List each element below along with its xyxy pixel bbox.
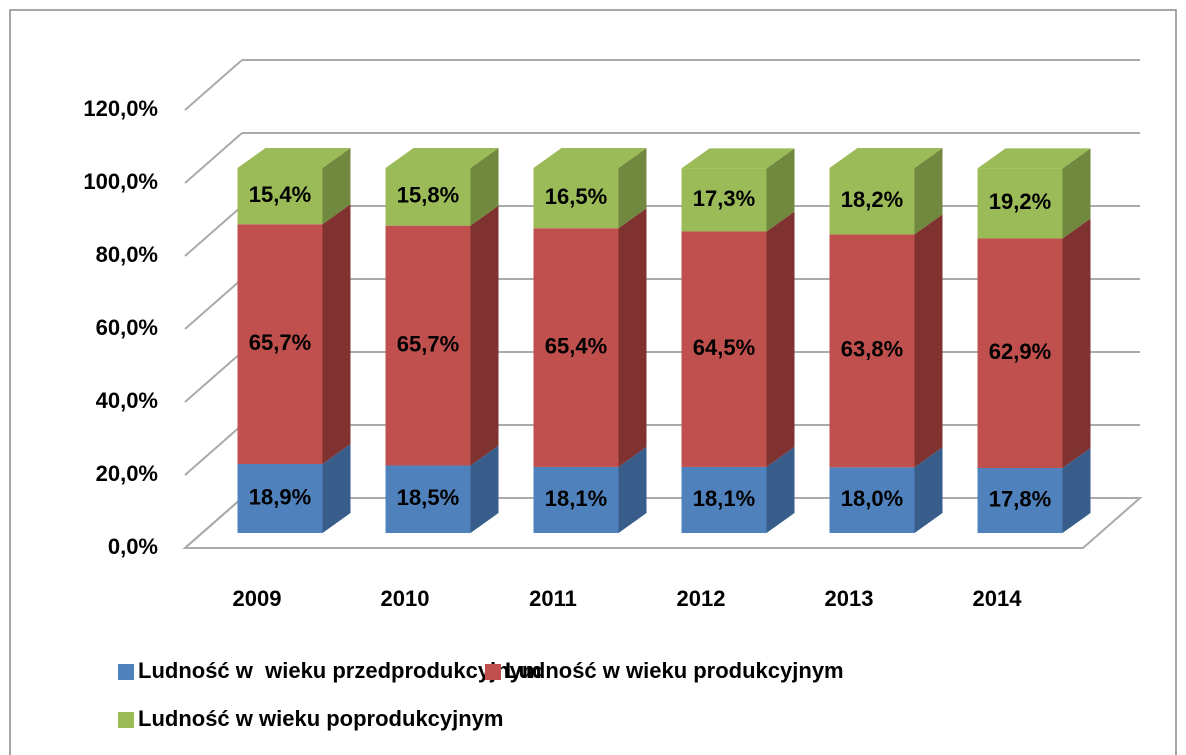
bar-segment: [829, 467, 915, 533]
y-tick-label: 80,0%: [96, 242, 158, 267]
bar-segment: [385, 465, 471, 533]
data-label: 15,4%: [249, 182, 311, 207]
bar-side: [470, 148, 499, 226]
x-tick-label: 2009: [233, 586, 282, 611]
data-label: 18,5%: [397, 485, 459, 510]
legend-label: Ludność w wieku przedprodukcyjnym: [138, 658, 541, 683]
bar-segment: [681, 168, 767, 232]
bar-segment: [681, 466, 767, 533]
bar-side: [1062, 148, 1091, 239]
bar-segment: [237, 464, 323, 533]
bar-top: [681, 148, 795, 169]
grid-line: [184, 132, 243, 184]
x-tick-label: 2013: [825, 586, 874, 611]
y-tick-label: 120,0%: [83, 96, 158, 121]
data-label: 62,9%: [989, 339, 1051, 364]
grid-line: [184, 351, 243, 403]
bar-side: [766, 148, 795, 232]
bar-side: [322, 444, 351, 533]
bar-segment: [237, 224, 323, 465]
y-tick-label: 40,0%: [96, 388, 158, 413]
bar-segment: [829, 168, 915, 235]
data-label: 18,9%: [249, 484, 311, 509]
bar-side: [766, 446, 795, 533]
x-tick-label: 2011: [529, 586, 577, 611]
bar-segment: [533, 228, 619, 467]
bar-side: [322, 148, 351, 225]
x-tick-label: 2014: [973, 586, 1023, 611]
bar-side: [470, 445, 499, 533]
y-tick-label: 0,0%: [108, 534, 158, 559]
bar-segment: [977, 168, 1063, 239]
bar-top: [385, 148, 499, 168]
data-label: 18,1%: [545, 486, 607, 511]
bar-segment: [237, 168, 323, 225]
data-label: 15,8%: [397, 183, 459, 208]
bar-side: [618, 208, 647, 467]
bar-side: [322, 204, 351, 465]
grid-line: [184, 59, 243, 111]
grid-line: [184, 497, 243, 549]
bar-segment: [533, 168, 619, 229]
legend-swatch: [118, 664, 134, 680]
legend-label: Ludność w wieku poprodukcyjnym: [138, 706, 504, 731]
legend-swatch: [118, 712, 134, 728]
grid-line: [184, 278, 243, 330]
bar-side: [1062, 218, 1091, 469]
bar-segment: [681, 231, 767, 467]
data-label: 18,0%: [841, 486, 903, 511]
bar-segment: [977, 468, 1063, 533]
bar-side: [1062, 448, 1091, 533]
data-label: 17,3%: [693, 186, 755, 211]
data-label: 16,5%: [545, 184, 607, 209]
y-tick-label: 60,0%: [96, 315, 158, 340]
legend-swatch: [485, 664, 501, 680]
bar-segment: [977, 238, 1063, 469]
data-label: 65,4%: [545, 333, 607, 358]
bar-side: [914, 214, 943, 468]
legend-label: Ludność w wieku produkcyjnym: [505, 658, 844, 683]
x-tick-label: 2012: [677, 586, 726, 611]
data-label: 63,8%: [841, 337, 903, 362]
chart-frame: [9, 9, 1177, 755]
data-label: 64,5%: [693, 335, 755, 360]
grid-line: [184, 424, 243, 476]
data-label: 18,2%: [841, 187, 903, 212]
y-tick-label: 20,0%: [96, 461, 158, 486]
bar-top: [829, 148, 943, 168]
data-label: 65,7%: [249, 330, 311, 355]
bar-segment: [829, 234, 915, 468]
bar-segment: [533, 466, 619, 533]
bar-side: [618, 148, 647, 229]
bar-top: [533, 148, 647, 168]
bar-side: [914, 447, 943, 533]
bar-segment: [385, 225, 471, 466]
data-label: 18,1%: [693, 486, 755, 511]
grid-line: [184, 205, 243, 257]
bar-top: [237, 148, 351, 168]
data-label: 17,8%: [989, 486, 1051, 511]
y-tick-label: 100,0%: [83, 169, 158, 194]
bar-side: [914, 148, 943, 235]
data-label: 65,7%: [397, 331, 459, 356]
data-label: 19,2%: [989, 189, 1051, 214]
x-tick-label: 2010: [381, 586, 430, 611]
bar-side: [618, 446, 647, 533]
bar-side: [470, 205, 499, 466]
bar-top: [977, 148, 1091, 169]
bar-segment: [385, 168, 471, 226]
bar-side: [766, 211, 795, 467]
